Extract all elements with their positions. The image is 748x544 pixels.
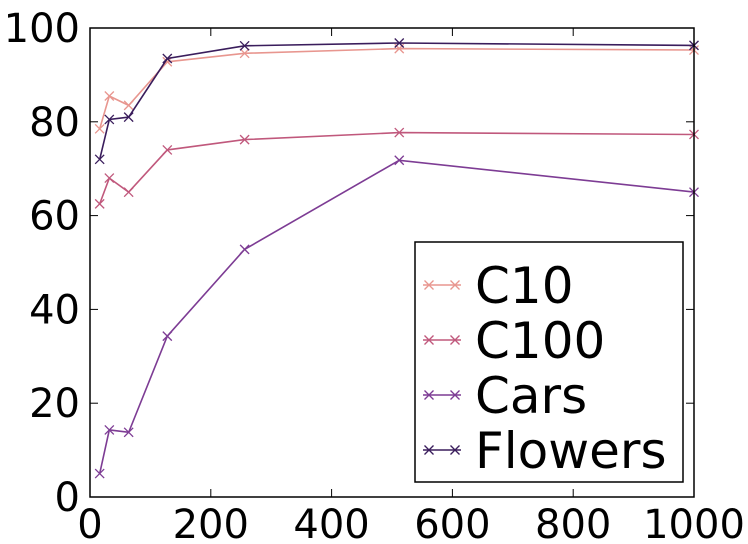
legend-marker [424, 445, 434, 455]
x-tick-label: 400 [293, 502, 369, 544]
legend-marker [450, 335, 460, 345]
x-tick-label: 600 [414, 502, 490, 544]
y-tick-label: 0 [55, 475, 80, 521]
data-point-c100 [94, 198, 105, 209]
x-tick-label: 1000 [643, 502, 745, 544]
series-c100 [94, 127, 699, 209]
data-point-flowers [239, 40, 250, 51]
x-tick-label: 800 [535, 502, 611, 544]
series-line-c10 [98, 47, 695, 130]
y-tick-label: 60 [29, 194, 80, 240]
data-point-cars [123, 427, 134, 438]
legend-box [414, 241, 684, 483]
legend-marker [450, 390, 460, 400]
series-layer [94, 38, 699, 479]
data-point-flowers [394, 38, 405, 48]
data-point-c100 [394, 127, 405, 138]
legend-marker [424, 280, 434, 290]
series-cars [94, 155, 699, 479]
legend-item-c100: C100 [423, 312, 605, 370]
data-point-c10 [94, 123, 105, 134]
y-tick-label: 20 [29, 381, 80, 427]
x-tick-label: 0 [77, 502, 102, 544]
x-tick-label: 200 [173, 502, 249, 544]
y-tick-label: 40 [29, 287, 80, 333]
series-c10 [94, 43, 699, 134]
data-point-cars [94, 468, 105, 479]
y-tick-label: 100 [4, 6, 80, 52]
legend-item-c10: C10 [423, 257, 574, 315]
y-tick-label: 80 [29, 100, 80, 146]
data-point-c100 [123, 187, 134, 198]
data-point-cars [104, 424, 115, 435]
data-point-cars [239, 244, 250, 255]
data-point-cars [394, 155, 405, 166]
data-point-c100 [104, 173, 115, 184]
plot-frame [89, 27, 695, 498]
data-point-flowers [123, 112, 134, 123]
legend-item-flowers: Flowers [423, 422, 667, 480]
data-point-c10 [104, 91, 115, 101]
data-point-c100 [239, 134, 250, 145]
data-point-flowers [104, 114, 115, 125]
series-line-c100 [98, 131, 695, 205]
data-point-c10 [239, 48, 250, 59]
legend-marker [424, 390, 434, 400]
series-line-flowers [98, 42, 695, 160]
legend-label: Cars [475, 367, 587, 425]
legend-marker [424, 335, 434, 345]
legend-marker [450, 445, 460, 455]
legend-label: C100 [475, 312, 605, 370]
axis-layer: 0 200 400 600 800 1000 0 20 40 60 80 100 [4, 6, 745, 544]
data-point-cars [162, 331, 173, 342]
data-point-flowers [94, 154, 105, 165]
data-point-c10 [123, 100, 134, 111]
series-flowers [94, 38, 699, 165]
legend-label: C10 [475, 257, 574, 315]
legend-label: Flowers [475, 422, 667, 480]
legend-marker [450, 280, 460, 290]
legend-item-cars: Cars [423, 367, 587, 425]
data-point-c100 [162, 144, 173, 155]
data-point-flowers [162, 53, 173, 64]
